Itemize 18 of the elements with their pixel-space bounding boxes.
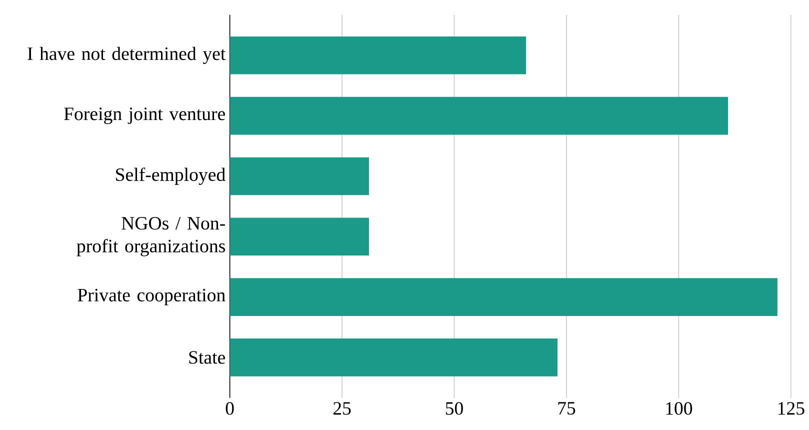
x-tick-label: 75 bbox=[558, 402, 576, 415]
y-tick-label: NGOs / Non-profit organizations bbox=[76, 217, 226, 256]
x-tick-label: 0 bbox=[226, 402, 234, 415]
bar bbox=[230, 338, 558, 376]
x-tick-label: 25 bbox=[333, 402, 351, 415]
bar bbox=[230, 278, 778, 316]
x-tick-label: 50 bbox=[446, 402, 463, 415]
x-tick-label: 125 bbox=[778, 402, 804, 415]
x-tick-label: 100 bbox=[666, 402, 692, 415]
y-tick-label: Private cooperation bbox=[78, 288, 226, 306]
y-tick-label: State bbox=[189, 351, 226, 364]
bar bbox=[230, 218, 369, 256]
bar bbox=[230, 36, 526, 74]
y-tick-label: Foreign joint venture bbox=[64, 108, 226, 124]
bar bbox=[230, 97, 728, 135]
bar bbox=[230, 157, 369, 196]
y-tick-label: I have not determined yet bbox=[28, 46, 226, 64]
y-tick-label: Self-employed bbox=[116, 168, 226, 185]
